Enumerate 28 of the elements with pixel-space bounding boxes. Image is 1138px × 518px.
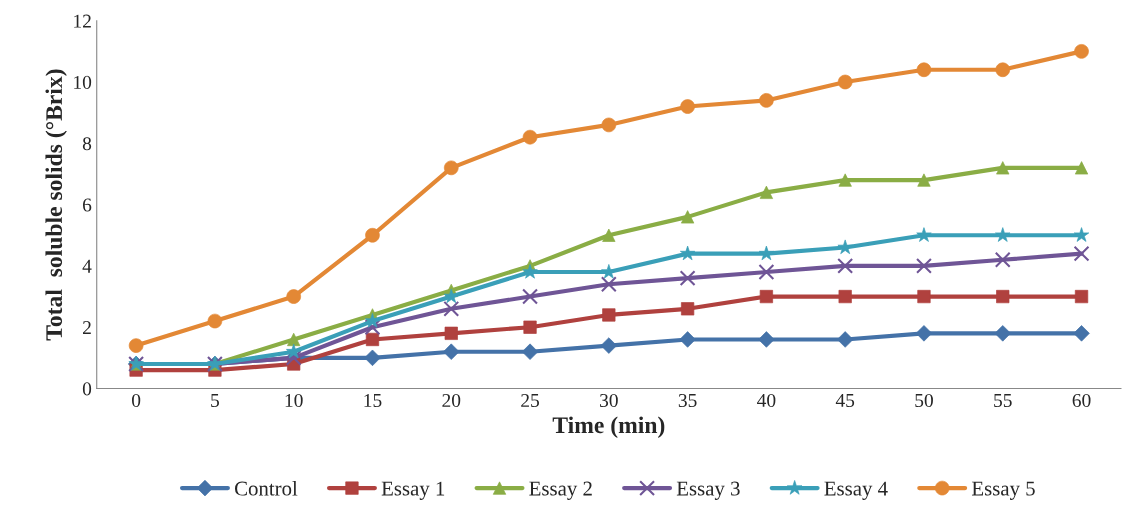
y-tick-label: 0 bbox=[82, 382, 92, 396]
x-tick-label: 5 bbox=[211, 394, 220, 408]
y-tick-label: 2 bbox=[83, 321, 91, 334]
x-tick-label: 20 bbox=[442, 393, 461, 408]
x-tick-label: 45 bbox=[835, 394, 855, 408]
y-tick-label: 12 bbox=[74, 14, 91, 28]
x-tick-label: 15 bbox=[364, 394, 382, 408]
x-tick-label: 55 bbox=[994, 394, 1012, 408]
legend-label: Essay 1 bbox=[381, 481, 445, 500]
x-axis-title: Time (min) bbox=[552, 416, 665, 438]
y-tick-label: 4 bbox=[82, 259, 92, 273]
y-tick-label: 6 bbox=[82, 198, 92, 212]
legend-label: Essay 3 bbox=[676, 481, 740, 500]
legend-label: Essay 5 bbox=[971, 481, 1035, 500]
x-tick-label: 10 bbox=[285, 393, 303, 408]
y-axis-title: Total soluble solids (°Brix) bbox=[45, 69, 67, 341]
x-tick-label: 50 bbox=[915, 393, 933, 408]
x-tick-label: 40 bbox=[757, 393, 776, 408]
x-tick-label: 30 bbox=[600, 393, 618, 408]
legend-label: Essay 2 bbox=[529, 481, 592, 500]
y-tick-label: 10 bbox=[74, 75, 92, 89]
x-tick-label: 0 bbox=[132, 393, 141, 408]
x-tick-label: 35 bbox=[678, 393, 697, 408]
x-tick-label: 60 bbox=[1072, 393, 1091, 408]
legend-label: Essay 4 bbox=[824, 481, 888, 500]
legend-label: Control bbox=[234, 480, 298, 496]
x-tick-label: 25 bbox=[521, 393, 540, 408]
y-tick-label: 8 bbox=[82, 137, 92, 151]
